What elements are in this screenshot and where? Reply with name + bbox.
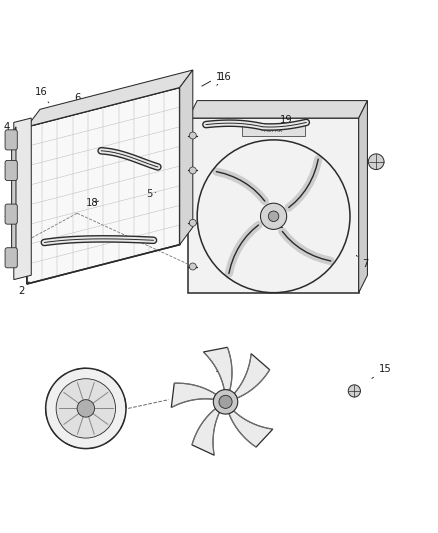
Circle shape [189,167,196,174]
Circle shape [268,211,279,222]
FancyBboxPatch shape [5,204,17,224]
Polygon shape [203,348,232,390]
Polygon shape [12,127,16,266]
Polygon shape [14,118,31,280]
Text: 14: 14 [67,388,86,398]
Text: 21: 21 [370,155,382,165]
Polygon shape [234,354,270,398]
Polygon shape [188,118,359,293]
Text: 1: 1 [202,71,222,86]
Polygon shape [359,101,367,293]
Polygon shape [192,409,219,455]
Text: 4: 4 [4,122,16,132]
Text: 11: 11 [215,364,228,374]
Circle shape [368,154,384,169]
Circle shape [46,368,126,449]
Text: 2: 2 [18,282,29,295]
FancyBboxPatch shape [5,160,17,181]
Text: 3: 3 [4,209,16,223]
Circle shape [189,263,196,270]
Circle shape [219,395,232,408]
Circle shape [348,385,360,397]
FancyBboxPatch shape [5,130,17,150]
Polygon shape [27,70,193,127]
Circle shape [56,379,116,438]
Circle shape [189,132,196,139]
Circle shape [189,220,196,227]
Text: 21: 21 [272,220,284,230]
Text: 16: 16 [35,87,49,103]
Text: 7: 7 [356,255,368,269]
Polygon shape [229,411,273,447]
FancyBboxPatch shape [5,248,17,268]
Text: 6: 6 [74,93,86,103]
Polygon shape [188,101,367,118]
Text: 19: 19 [280,115,293,129]
FancyBboxPatch shape [242,125,305,136]
Text: 5: 5 [146,189,155,199]
Circle shape [77,400,95,417]
Text: 18: 18 [86,198,99,208]
Text: 15: 15 [372,364,391,378]
Text: MOPAR: MOPAR [264,128,283,133]
Text: 16: 16 [217,71,232,85]
Polygon shape [27,87,180,284]
Circle shape [261,203,287,229]
Circle shape [213,390,238,414]
Polygon shape [180,70,193,245]
Polygon shape [171,383,216,408]
